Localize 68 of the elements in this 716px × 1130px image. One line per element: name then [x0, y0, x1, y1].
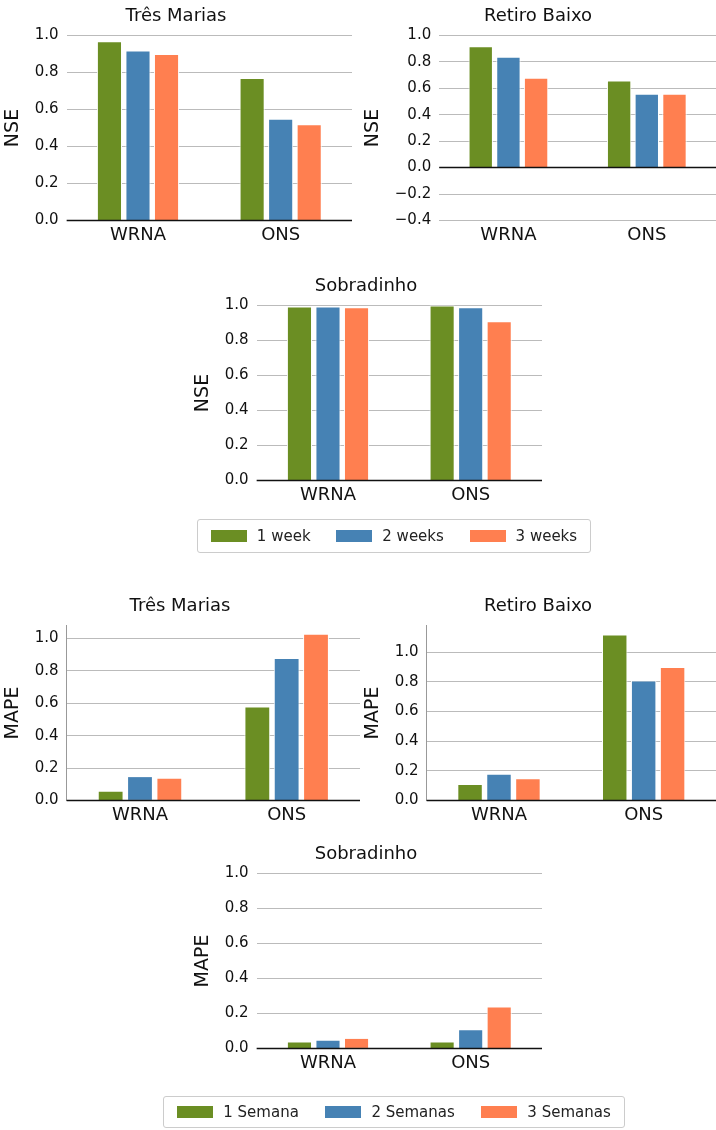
- y-tick-label: 0.4: [394, 731, 419, 750]
- legend-label: 2 Semanas: [371, 1103, 455, 1121]
- y-tick-label: 0.0: [34, 790, 59, 809]
- y-tick-label: 0.6: [394, 701, 419, 720]
- y-tick-label: −0.4: [394, 210, 432, 229]
- chart-title: Retiro Baixo: [483, 594, 593, 616]
- y-tick-label: 0.6: [34, 693, 59, 712]
- x-tick-label: WRNA: [470, 802, 528, 824]
- y-tick-label: 0.8: [224, 898, 249, 917]
- y-axis-title: MAPE: [0, 686, 23, 740]
- chart-title: Retiro Baixo: [483, 4, 593, 26]
- y-axis-title: NSE: [0, 108, 23, 148]
- y-tick-label: −0.2: [394, 183, 432, 202]
- x-tick-label: WRNA: [111, 802, 169, 824]
- chart-title: Sobradinho: [314, 842, 418, 864]
- legend-label: 3 weeks: [515, 527, 578, 545]
- y-tick-label: 1.0: [224, 863, 249, 882]
- legend-label: 2 weeks: [382, 527, 444, 545]
- y-tick-label: 0.8: [34, 660, 59, 679]
- y-tick-label: 0.2: [34, 173, 59, 192]
- x-tick-label: WRNA: [299, 1050, 357, 1072]
- y-tick-label: 0.2: [407, 131, 432, 150]
- x-tick-label: ONS: [451, 482, 491, 504]
- y-tick-label: 0.0: [34, 210, 59, 229]
- x-tick-label: WRNA: [109, 222, 167, 244]
- y-tick-label: 0.4: [34, 725, 59, 744]
- y-tick-label: 0.6: [34, 99, 59, 118]
- y-tick-label: 0.2: [34, 757, 59, 776]
- y-tick-label: 0.0: [224, 1038, 249, 1057]
- y-tick-label: 1.0: [34, 628, 59, 647]
- x-tick-label: ONS: [624, 802, 664, 824]
- chart-title: Três Marias: [128, 594, 231, 616]
- y-tick-label: 0.8: [224, 330, 249, 349]
- y-tick-label: 1.0: [407, 25, 432, 44]
- y-tick-label: 0.4: [224, 400, 249, 419]
- x-tick-label: ONS: [627, 222, 667, 244]
- y-tick-label: 0.8: [394, 671, 419, 690]
- y-tick-label: 1.0: [394, 642, 419, 661]
- y-tick-label: 0.6: [407, 78, 432, 97]
- legend-label: 1 Semana: [223, 1103, 299, 1121]
- y-tick-label: 0.4: [407, 104, 432, 123]
- y-tick-label: 0.0: [407, 157, 432, 176]
- y-tick-label: 0.2: [394, 760, 419, 779]
- y-tick-label: 0.2: [224, 435, 249, 454]
- y-tick-label: 0.0: [394, 790, 419, 809]
- y-tick-label: 0.2: [224, 1003, 249, 1022]
- y-tick-label: 1.0: [224, 295, 249, 314]
- legend-label: 1 week: [256, 527, 311, 545]
- legend-label: 3 Semanas: [527, 1103, 611, 1121]
- x-tick-label: WRNA: [480, 222, 538, 244]
- y-tick-label: 1.0: [34, 25, 59, 44]
- x-tick-label: ONS: [261, 222, 301, 244]
- chart-title: Três Marias: [124, 4, 227, 26]
- y-axis-title: MAPE: [190, 934, 213, 988]
- x-tick-label: WRNA: [299, 482, 357, 504]
- chart-title: Sobradinho: [314, 274, 418, 296]
- y-tick-label: 0.6: [224, 933, 249, 952]
- y-tick-label: 0.8: [407, 51, 432, 70]
- x-tick-label: ONS: [267, 802, 307, 824]
- y-tick-label: 0.8: [34, 62, 59, 81]
- y-axis-title: NSE: [360, 108, 383, 148]
- y-tick-label: 0.4: [34, 136, 59, 155]
- y-tick-label: 0.0: [224, 470, 249, 489]
- y-axis-title: MAPE: [360, 686, 383, 740]
- y-axis-title: NSE: [190, 373, 213, 413]
- y-tick-label: 0.4: [224, 968, 249, 987]
- y-tick-label: 0.6: [224, 365, 249, 384]
- x-tick-label: ONS: [451, 1050, 491, 1072]
